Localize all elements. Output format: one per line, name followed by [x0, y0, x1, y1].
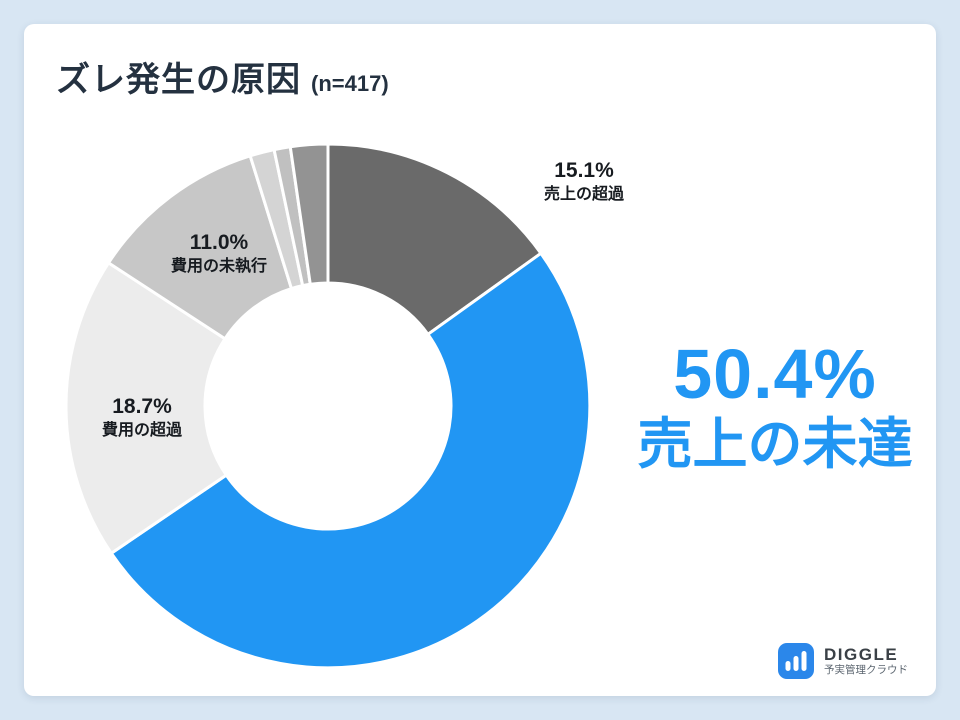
- logo-brand: DIGGLE: [824, 645, 899, 664]
- label-cost-over: 18.7% 費用の超過: [57, 394, 227, 442]
- primary-callout: 50.4% 売上の未達: [610, 336, 940, 476]
- donut-chart: [64, 142, 592, 670]
- donut-slice: [326, 142, 543, 336]
- label-cost-over-pct: 18.7%: [112, 395, 172, 418]
- donut-slice: [109, 251, 592, 670]
- label-sales-over-name: 売上の超過: [543, 186, 624, 203]
- label-cost-unexecuted-name: 費用の未執行: [170, 258, 267, 275]
- page-title: ズレ発生の原因 (n=417): [56, 52, 389, 101]
- logo-tagline: 予実管理クラウド: [824, 664, 908, 676]
- label-sales-over: 15.1% 売上の超過: [504, 158, 664, 206]
- sample-size-text: (n=417): [311, 71, 389, 96]
- diggle-logo: DIGGLE 予実管理クラウド: [777, 642, 908, 680]
- bar-chart-logo-icon: [778, 643, 814, 679]
- label-sales-over-pct: 15.1%: [554, 159, 614, 182]
- primary-callout-pct: 50.4%: [673, 335, 877, 413]
- slide-card: ズレ発生の原因 (n=417) 15.1% 売上の超過 11.0% 費用の未執行…: [24, 24, 936, 696]
- label-cost-unexecuted: 11.0% 費用の未執行: [134, 230, 304, 278]
- primary-callout-name: 売上の未達: [637, 413, 913, 475]
- title-text: ズレ発生の原因: [56, 61, 301, 99]
- label-cost-unexecuted-pct: 11.0%: [189, 231, 249, 254]
- donut-slice: [288, 142, 330, 286]
- logo-text: DIGGLE 予実管理クラウド: [824, 645, 908, 677]
- label-cost-over-name: 費用の超過: [101, 422, 182, 439]
- donut-slice: [64, 261, 228, 555]
